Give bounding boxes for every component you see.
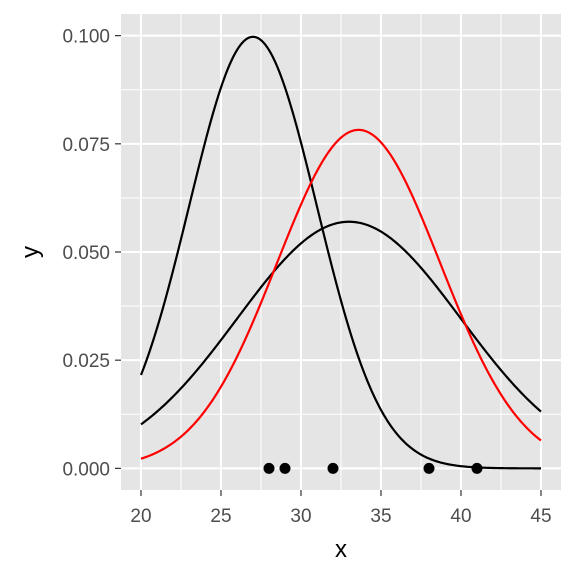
y-axis-title: y	[17, 246, 44, 258]
data-point	[471, 462, 483, 474]
x-tick-label: 40	[450, 506, 471, 527]
grid-major	[121, 14, 561, 490]
data-point	[327, 462, 339, 474]
data-point	[279, 462, 291, 474]
y-tick-label: 0.100	[62, 27, 110, 48]
x-tick-label: 45	[530, 506, 551, 527]
y-tick-label: 0.075	[62, 135, 110, 156]
x-axis-title: x	[335, 536, 347, 563]
x-tick-label: 25	[210, 506, 231, 527]
density-curve-2	[140, 128, 542, 460]
x-tick-label: 20	[130, 506, 151, 527]
x-tick-label: 35	[370, 506, 391, 527]
y-tick-label: 0.025	[62, 351, 110, 372]
x-tick-label: 30	[290, 506, 311, 527]
density-curve-1	[140, 220, 542, 426]
y-tick-label: 0.050	[62, 243, 110, 264]
y-tick-label: 0.000	[62, 459, 110, 480]
data-point	[423, 462, 435, 474]
y-axis: 0.000 0.025 0.050 0.075 0.100	[62, 27, 121, 480]
data-point	[263, 462, 275, 474]
x-axis: 20 25 30 35 40 45	[130, 490, 552, 527]
points-layer	[263, 462, 483, 474]
